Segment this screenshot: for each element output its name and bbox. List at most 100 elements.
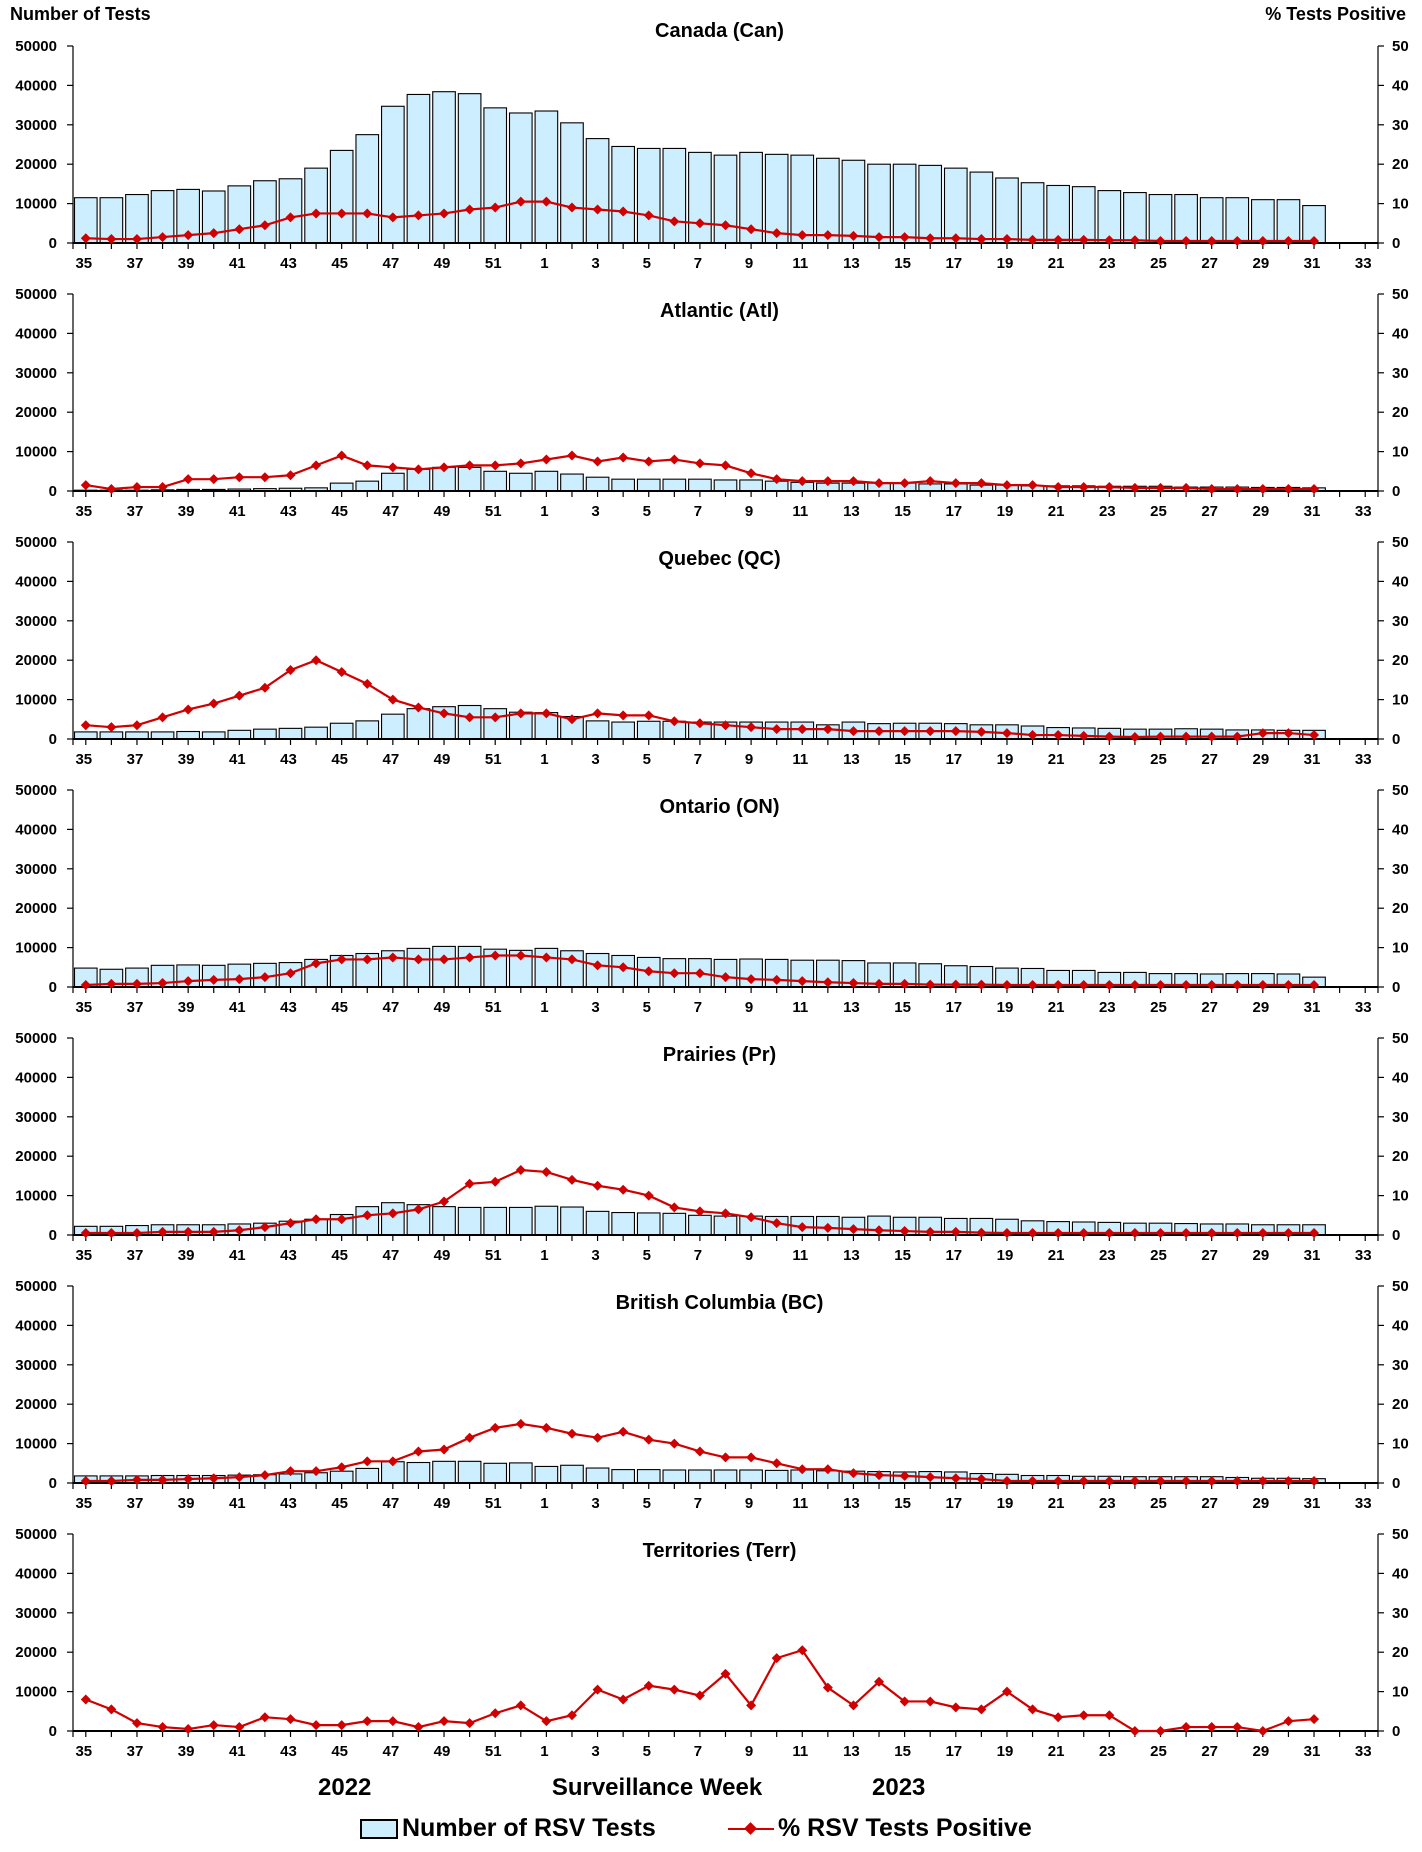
x-tick-label: 11 xyxy=(792,1495,808,1512)
point-positive-pct xyxy=(720,460,731,471)
point-positive-pct xyxy=(183,704,194,715)
legend-label-positive: % RSV Tests Positive xyxy=(778,1814,1032,1842)
x-tick-label: 1 xyxy=(540,255,548,272)
point-positive-pct xyxy=(362,1716,373,1727)
point-positive-pct xyxy=(720,1668,731,1679)
bar-tests xyxy=(969,171,994,244)
point-positive-pct xyxy=(234,690,245,701)
point-positive-pct xyxy=(259,682,270,693)
x-tick-label: 3 xyxy=(591,751,599,768)
point-positive-pct xyxy=(106,722,117,733)
point-positive-pct xyxy=(1232,1476,1243,1487)
point-positive-pct xyxy=(925,726,936,737)
panel-title: Atlantic (Atl) xyxy=(660,300,779,322)
x-tick-label: 17 xyxy=(945,1495,962,1512)
point-positive-pct xyxy=(515,458,526,469)
y-tick-label-left: 20000 xyxy=(15,1644,57,1661)
point-positive-pct xyxy=(157,712,168,723)
y-tick-label-right: 0 xyxy=(1392,483,1400,500)
point-positive-pct xyxy=(336,1720,347,1731)
point-positive-pct xyxy=(413,464,424,475)
bar-tests xyxy=(560,1464,584,1484)
y-tick-label-right: 0 xyxy=(1392,1723,1400,1740)
point-positive-pct xyxy=(1181,236,1192,247)
y-tick-label-right: 40 xyxy=(1392,325,1409,342)
bar-tests xyxy=(636,147,661,244)
y-tick-label-right: 30 xyxy=(1392,1357,1409,1374)
point-positive-pct xyxy=(439,954,450,965)
point-positive-pct xyxy=(1104,235,1115,246)
point-positive-pct xyxy=(874,1225,885,1236)
x-tick-label: 39 xyxy=(178,1495,195,1512)
x-tick-label: 1 xyxy=(540,1495,548,1512)
y-tick-label-left: 50000 xyxy=(15,534,57,551)
point-positive-pct xyxy=(925,1696,936,1707)
point-positive-pct xyxy=(157,1722,168,1733)
y-tick-label-right: 20 xyxy=(1392,1148,1409,1165)
point-positive-pct xyxy=(183,1474,194,1485)
point-positive-pct xyxy=(1129,482,1140,493)
x-tick-label: 3 xyxy=(591,999,599,1016)
point-positive-pct xyxy=(464,712,475,723)
point-positive-pct xyxy=(490,950,501,961)
legend-item-positive: % RSV Tests Positive xyxy=(728,1814,1032,1843)
point-positive-pct xyxy=(285,665,296,676)
x-tick-label: 43 xyxy=(280,255,297,272)
point-positive-pct xyxy=(771,1218,782,1229)
point-positive-pct xyxy=(234,1472,245,1483)
y-tick-label-left: 10000 xyxy=(15,444,57,461)
point-positive-pct xyxy=(362,460,373,471)
bar-tests xyxy=(1148,193,1173,244)
point-positive-pct xyxy=(1309,730,1320,741)
point-positive-pct xyxy=(1257,236,1268,247)
point-positive-pct xyxy=(1104,1710,1115,1721)
point-positive-pct xyxy=(669,1202,680,1213)
point-positive-pct xyxy=(183,1724,194,1735)
x-tick-label: 25 xyxy=(1150,1495,1167,1512)
point-positive-pct xyxy=(80,1228,91,1239)
point-positive-pct xyxy=(131,482,142,493)
legend: Number of RSV Tests % RSV Tests Positive xyxy=(0,1814,1422,1850)
x-tick-label: 23 xyxy=(1099,1247,1116,1264)
y-axis-left-title: Number of Tests xyxy=(10,4,151,24)
point-positive-pct xyxy=(720,720,731,731)
point-positive-pct xyxy=(387,1208,398,1219)
bar-tests xyxy=(227,729,252,740)
y-tick-label-left: 40000 xyxy=(15,1069,57,1086)
point-positive-pct xyxy=(1283,728,1294,739)
point-positive-pct xyxy=(439,462,450,473)
x-tick-label: 39 xyxy=(178,751,195,768)
bar-tests xyxy=(1071,186,1096,244)
x-tick-label: 49 xyxy=(434,1495,451,1512)
bar-tests xyxy=(508,1462,533,1484)
point-positive-pct xyxy=(1001,980,1012,991)
y-tick-label-left: 20000 xyxy=(15,900,57,917)
panel-title: Territories (Terr) xyxy=(643,1540,797,1562)
x-tick-label: 17 xyxy=(945,1247,962,1264)
point-positive-pct xyxy=(976,234,987,245)
y-tick-label-left: 0 xyxy=(49,979,57,996)
point-positive-pct xyxy=(643,210,654,221)
x-tick-label: 51 xyxy=(485,503,502,520)
y-tick-label-left: 30000 xyxy=(15,613,57,630)
x-tick-label: 3 xyxy=(591,503,599,520)
x-tick-label: 35 xyxy=(75,255,92,272)
y-tick-label-left: 0 xyxy=(49,483,57,500)
point-positive-pct xyxy=(643,1190,654,1201)
y-tick-label-left: 0 xyxy=(49,1475,57,1492)
y-tick-label-right: 50 xyxy=(1392,782,1409,799)
y-tick-label-right: 50 xyxy=(1392,1526,1409,1543)
bar-tests xyxy=(560,473,584,492)
point-positive-pct xyxy=(336,1462,347,1473)
point-positive-pct xyxy=(1104,731,1115,742)
point-positive-pct xyxy=(1181,1476,1192,1487)
bar-tests xyxy=(611,1211,635,1236)
bar-tests xyxy=(713,1469,738,1484)
y-tick-label-right: 10 xyxy=(1392,1436,1409,1453)
y-tick-label-right: 40 xyxy=(1392,77,1409,94)
x-tick-label: 19 xyxy=(997,999,1014,1016)
point-positive-pct xyxy=(874,1676,885,1687)
x-tick-label: 9 xyxy=(745,255,753,272)
x-tick-label: 27 xyxy=(1201,503,1218,520)
